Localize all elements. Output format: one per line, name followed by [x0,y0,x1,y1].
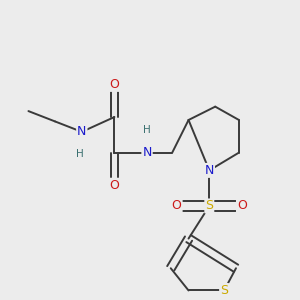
Text: N: N [142,146,152,159]
Text: S: S [220,284,228,297]
Text: H: H [143,125,151,135]
Text: O: O [172,200,182,212]
Text: S: S [205,200,213,212]
Text: O: O [110,179,119,192]
Text: O: O [110,78,119,91]
Text: H: H [76,149,84,159]
Text: N: N [205,164,214,177]
Text: O: O [237,200,247,212]
Text: N: N [77,125,86,138]
